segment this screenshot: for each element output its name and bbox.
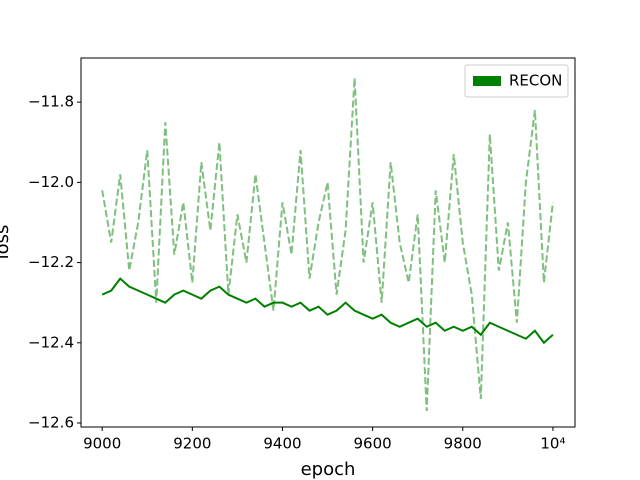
y-axis-title: loss xyxy=(0,225,13,260)
x-tick-label: 10⁴ xyxy=(540,435,565,453)
legend-label: RECON xyxy=(509,72,562,90)
plot-frame xyxy=(80,57,576,428)
legend-swatch xyxy=(473,76,501,86)
x-tick-label: 9600 xyxy=(354,435,392,453)
x-axis-title: epoch xyxy=(301,459,356,480)
y-tick-label: −12.2 xyxy=(28,253,74,271)
line xyxy=(101,77,554,412)
x-tick-label: 9800 xyxy=(444,435,482,453)
y-tick-label: −11.8 xyxy=(28,93,74,111)
x-tick-label: 9000 xyxy=(83,435,121,453)
y-tick-label: −12.0 xyxy=(28,173,74,191)
y-tick-label: −12.6 xyxy=(28,413,74,431)
x-tick-label: 9200 xyxy=(173,435,211,453)
y-tick-label: −12.4 xyxy=(28,333,74,351)
x-tick-label: 9400 xyxy=(263,435,301,453)
line xyxy=(101,277,554,345)
legend-box xyxy=(464,64,569,98)
